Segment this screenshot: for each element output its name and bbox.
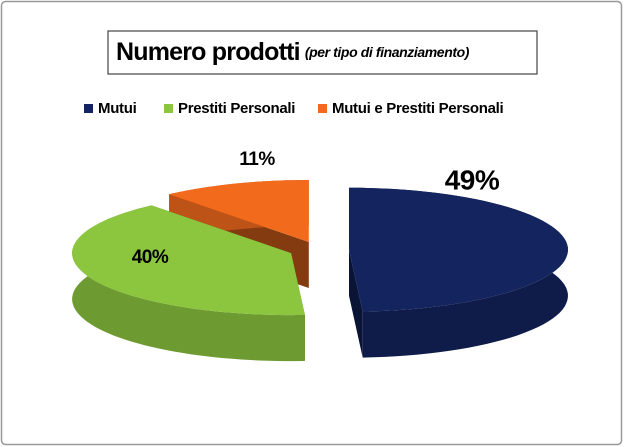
pie-slice (169, 180, 309, 242)
pie-slice-group (72, 205, 305, 362)
chart-subtitle: (per tipo di finanziamento) (305, 44, 470, 60)
data-label: 49% (445, 164, 500, 195)
slice-side (349, 249, 363, 358)
pie-slice (72, 205, 305, 316)
legend-label: Prestiti Personali (178, 100, 295, 117)
data-label: 40% (132, 247, 169, 268)
pie-slice (349, 187, 568, 312)
legend-swatch (84, 104, 93, 113)
legend-label: Mutui e Prestiti Personali (332, 100, 504, 117)
legend-swatch (318, 104, 327, 113)
chart-title-text: Numero prodotti (per tipo di finanziament… (116, 38, 470, 66)
legend-label: Mutui (98, 100, 137, 117)
pie-slice-group (349, 187, 568, 358)
chart-title: Numero prodotti (116, 38, 300, 66)
data-label: 11% (239, 149, 275, 170)
title-box (107, 30, 538, 75)
legend-swatch (164, 104, 173, 113)
